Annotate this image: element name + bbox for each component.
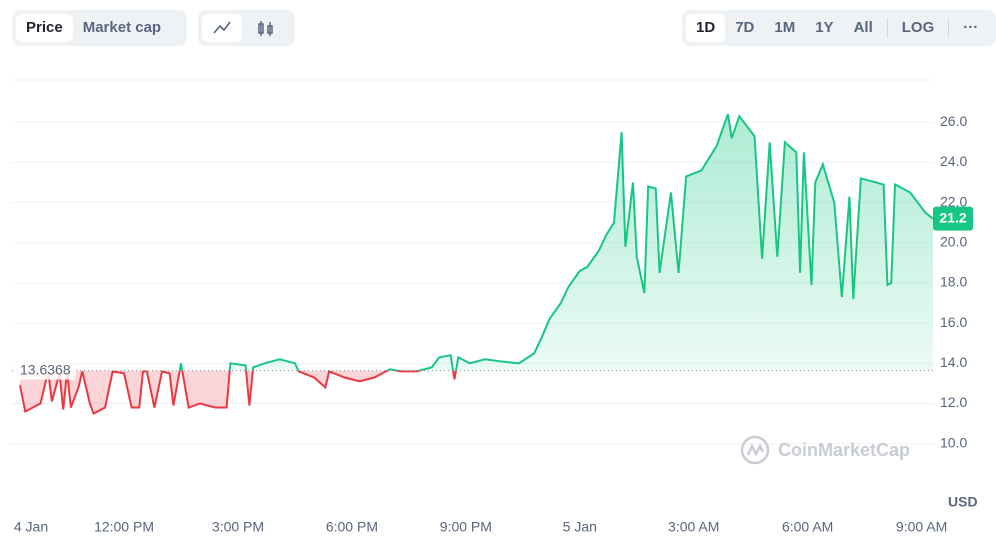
y-tick-label: 22.0 (940, 193, 967, 209)
range-button[interactable]: 1M (774, 19, 796, 36)
market-cap-tab[interactable]: Market cap (82, 19, 162, 36)
watermark: CoinMarketCap (778, 440, 910, 460)
logo-wave (746, 443, 765, 457)
x-tick-label: 3:00 AM (668, 519, 719, 535)
y-tick-label: 20.0 (940, 233, 967, 249)
y-tick-label: 12.0 (940, 394, 967, 410)
separator (948, 18, 950, 38)
area-above (179, 114, 933, 371)
range-button[interactable]: 7D (735, 19, 755, 36)
candle-icon (258, 21, 273, 36)
range-toggle: 1D 7D 1M 1Y All LOG ··· (682, 10, 996, 46)
line-chart-button[interactable] (202, 14, 242, 42)
log-button[interactable]: LOG (901, 19, 935, 36)
price-line-above (111, 113, 933, 371)
y-tick-label: 18.0 (940, 274, 967, 290)
y-tick-label: 24.0 (940, 153, 967, 169)
y-tick-label: 16.0 (940, 314, 967, 330)
last-price-label: 21.2 (939, 209, 966, 225)
x-tick-label: 3:00 PM (212, 519, 264, 535)
line-icon (213, 21, 231, 34)
range-button[interactable]: 1D (686, 14, 726, 42)
y-tick-label: 26.0 (940, 113, 967, 129)
watermark-logo (740, 435, 770, 465)
area-below (19, 370, 933, 414)
x-tick-label: 6:00 PM (326, 519, 378, 535)
baseline-label: 13.6368 (20, 361, 71, 377)
x-tick-label: 4 Jan (14, 519, 48, 535)
baseline-label-bg (16, 361, 76, 380)
chart-type-toggle (198, 10, 295, 46)
y-tick-label: 10.0 (940, 434, 967, 450)
price-line-below (18, 370, 457, 415)
y-tick-label: 14.0 (940, 354, 967, 370)
more-button[interactable]: ··· (963, 19, 979, 36)
x-tick-label: 9:00 AM (896, 519, 947, 535)
last-price-bg (933, 206, 973, 231)
x-tick-label: 9:00 PM (440, 519, 492, 535)
y-axis-label: USD (948, 494, 978, 510)
price-tab[interactable]: Price (16, 14, 73, 42)
candle-chart-button[interactable] (242, 14, 290, 42)
range-button[interactable]: All (853, 19, 873, 36)
x-tick-label: 6:00 AM (782, 519, 833, 535)
logo-ring (740, 435, 770, 465)
separator (886, 18, 888, 38)
x-tick-label: 12:00 PM (94, 519, 154, 535)
view-toggle: Price Market cap (12, 10, 187, 46)
range-button[interactable]: 1Y (815, 19, 834, 36)
x-tick-label: 5 Jan (563, 519, 597, 535)
